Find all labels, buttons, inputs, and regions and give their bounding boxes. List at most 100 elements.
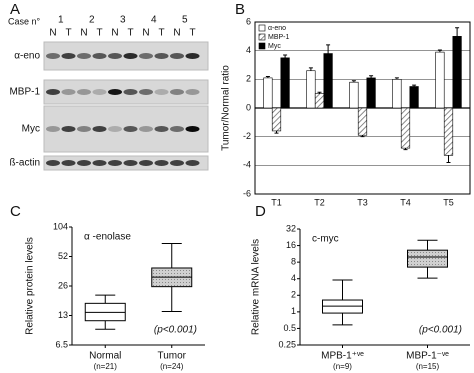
x-sublabel: (n=21) (94, 362, 118, 371)
bar (349, 81, 359, 109)
x-tick-label: T4 (400, 197, 411, 207)
case-number: 3 (120, 15, 126, 26)
bar (314, 93, 325, 109)
blot-band (61, 126, 76, 132)
blot-band (92, 160, 107, 166)
blot-band (61, 160, 76, 166)
bar (271, 107, 282, 132)
lane-label: N (49, 28, 56, 39)
y-tick-label: 2 (246, 74, 251, 84)
blot-band (123, 160, 138, 166)
annotation: α -enolase (84, 232, 131, 243)
y-tick-label: 13 (58, 310, 68, 320)
bar (366, 77, 376, 109)
y-tick-label: 6 (246, 16, 251, 26)
panel-label: A (10, 1, 20, 18)
x-tick-label: Tumor (157, 351, 186, 362)
blot-band (108, 89, 122, 95)
x-sublabel: (n=9) (333, 362, 352, 371)
blot-band (170, 126, 184, 132)
y-tick-label: 2 (291, 290, 296, 300)
y-tick-label: 4 (291, 273, 296, 283)
lane-label: T (127, 28, 133, 39)
blot-band (108, 160, 122, 166)
y-tick-label: -2 (243, 131, 251, 141)
blot-band (123, 89, 138, 95)
blot-band (46, 89, 60, 95)
whisker (332, 279, 353, 301)
y-tick-label: 26 (58, 280, 68, 290)
y-axis-label: Relative protein levels (25, 237, 36, 335)
blot-band (46, 160, 60, 166)
error-bar (283, 54, 288, 58)
blot-band (139, 53, 153, 59)
note: (p<0.001) (419, 325, 462, 336)
blot-band (77, 89, 91, 95)
bar (263, 77, 273, 109)
blot-band (170, 53, 184, 59)
note: (p<0.001) (154, 325, 197, 336)
x-sublabel: (n=15) (416, 362, 440, 371)
x-tick-label: T5 (443, 197, 454, 207)
blot-band (154, 160, 169, 166)
lane-label: T (65, 28, 71, 39)
blot-band (185, 126, 200, 132)
error-bar (455, 27, 460, 37)
whisker (95, 294, 116, 304)
lane-label: T (158, 28, 164, 39)
blot-band (108, 126, 122, 132)
bar (435, 51, 445, 109)
blot-band (92, 89, 107, 95)
legend-label: Myc (268, 43, 281, 50)
legend-label: α-eno (268, 25, 286, 32)
blot-band (185, 160, 200, 166)
x-tick-label: T1 (271, 197, 282, 207)
lane-label: N (173, 28, 180, 39)
lane-label: T (96, 28, 102, 39)
legend-swatch (258, 24, 266, 32)
case-number: 1 (58, 15, 64, 26)
blot-band (123, 53, 138, 59)
blot-row-label: Myc (22, 124, 40, 135)
blot-band (139, 89, 153, 95)
case-number: 4 (151, 15, 157, 26)
blot-band (77, 126, 91, 132)
blot-band (46, 53, 60, 59)
box (407, 249, 448, 268)
blot-band (123, 126, 138, 132)
error-bar (446, 155, 451, 163)
blot-band (92, 53, 107, 59)
whisker (161, 242, 182, 268)
blot-band (61, 89, 76, 95)
lane-label: N (142, 28, 149, 39)
panel-label: B (235, 1, 245, 18)
y-tick-label: 0 (246, 102, 251, 112)
panel-label: D (255, 203, 266, 220)
bar (409, 86, 419, 109)
legend-swatch (258, 33, 266, 41)
legend-swatch (258, 42, 266, 50)
lane-label: N (111, 28, 118, 39)
bar (443, 107, 454, 156)
y-tick-label: 0.5 (283, 323, 296, 333)
x-sublabel: (n=24) (160, 362, 184, 371)
y-tick-label: 4 (246, 45, 251, 55)
whisker (161, 286, 182, 312)
bar (280, 57, 290, 109)
annotation: c-myc (312, 234, 339, 245)
bar (392, 79, 402, 109)
error-bar (360, 135, 365, 138)
x-tick-label: T2 (314, 197, 325, 207)
blot-band (77, 53, 91, 59)
y-tick-label: -6 (243, 188, 251, 198)
bar (306, 70, 316, 109)
y-tick-label: 16 (286, 240, 296, 250)
error-bar (317, 91, 322, 94)
blot-row-label: α-eno (14, 51, 40, 62)
whisker (95, 320, 116, 330)
error-bar (265, 75, 270, 78)
blot-band (92, 126, 107, 132)
blot-band (170, 160, 184, 166)
whisker (417, 239, 438, 251)
